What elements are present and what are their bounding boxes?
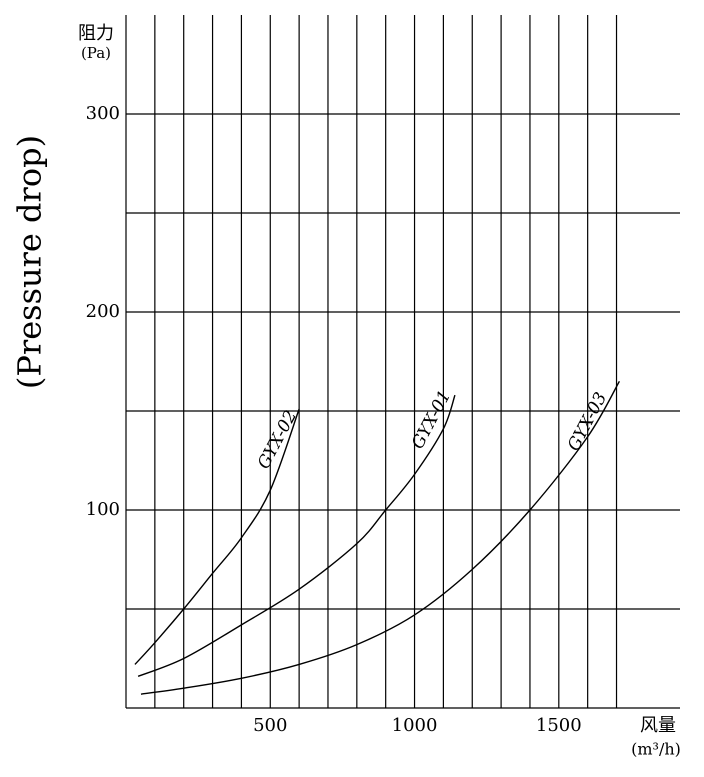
x-tick-label: 500 xyxy=(253,715,287,736)
series-line xyxy=(140,380,621,695)
y-axis-unit: (Pa) xyxy=(81,44,111,62)
x-axis-label: 风量 xyxy=(640,715,676,736)
y-axis-label: 阻力 xyxy=(78,23,114,44)
series-line xyxy=(137,394,456,677)
x-axis-unit: (m³/h) xyxy=(631,740,681,759)
x-tick-label: 1000 xyxy=(392,715,438,736)
y-axis-title: (Pressure drop) xyxy=(11,135,49,389)
y-tick-label: 300 xyxy=(86,103,120,124)
y-tick-label: 200 xyxy=(86,301,120,322)
y-tick-label: 100 xyxy=(86,499,120,520)
series-label: GYX-02 xyxy=(254,407,301,472)
x-tick-label: 1500 xyxy=(536,715,582,736)
series-line xyxy=(134,408,300,665)
